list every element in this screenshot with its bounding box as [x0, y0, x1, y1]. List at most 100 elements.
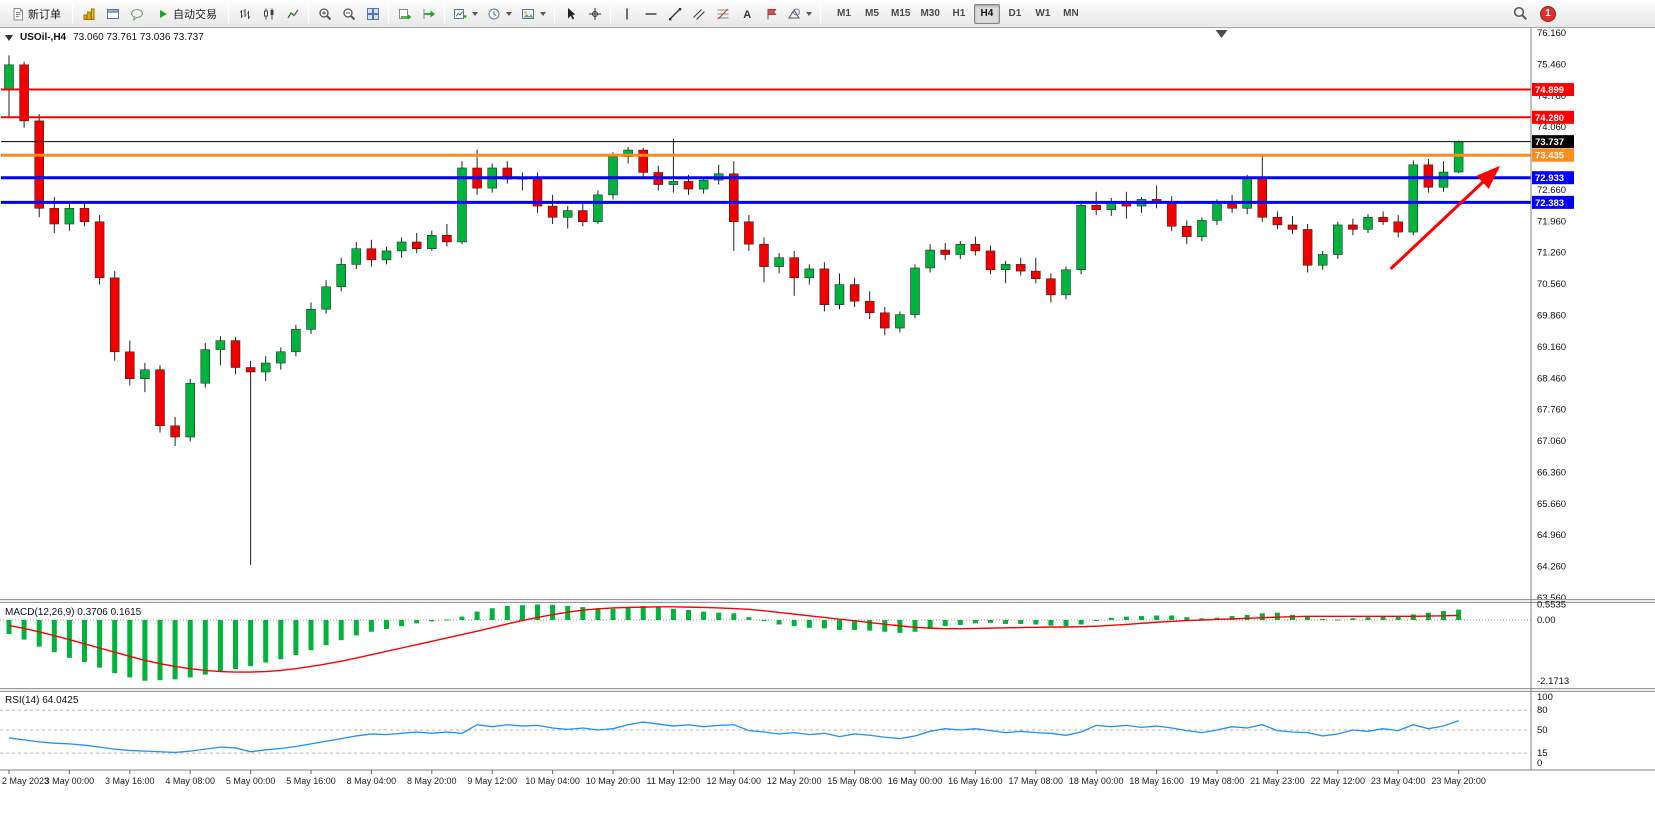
- timeframe-mn-button[interactable]: MN: [1058, 4, 1084, 24]
- one-click-trading-toggle-icon[interactable]: [5, 34, 13, 41]
- crosshair-icon: [588, 7, 601, 20]
- crosshair-button[interactable]: [583, 3, 606, 25]
- horizontal-line-button[interactable]: [639, 3, 662, 25]
- axis-label: 70.560: [1537, 279, 1566, 290]
- axis-label: 11 May 12:00: [646, 776, 700, 786]
- channel-button[interactable]: [687, 3, 710, 25]
- axis-label: 19 May 08:00: [1190, 776, 1245, 786]
- vertical-line-icon: [625, 8, 628, 19]
- axis-label: 72.660: [1537, 185, 1566, 196]
- price-badge: [1532, 110, 1574, 124]
- chart-shift-button[interactable]: [417, 3, 440, 25]
- trendline-icon: [668, 7, 681, 20]
- timeframe-h4-button[interactable]: H4: [973, 3, 1000, 24]
- timeframe-m15-button[interactable]: M15: [887, 4, 914, 24]
- chart-shift-icon: [423, 8, 435, 19]
- axis-label: 69.160: [1537, 342, 1566, 353]
- timeframe-d1-button[interactable]: D1: [1002, 4, 1028, 24]
- tile-windows-button[interactable]: [361, 3, 384, 25]
- zoom-in-icon: [318, 7, 331, 20]
- data-window-button[interactable]: [101, 3, 124, 25]
- timeframe-m30-button[interactable]: M30: [916, 4, 943, 24]
- terminal-button[interactable]: [125, 3, 148, 25]
- bar-chart-button[interactable]: [233, 3, 256, 25]
- axis-label: 16 May 00:00: [888, 776, 943, 786]
- axis-label: 71.260: [1537, 248, 1566, 259]
- profiles-clock-icon: [488, 8, 500, 19]
- horizontal-line-icon: [645, 12, 656, 15]
- tile-windows-icon: [366, 7, 379, 20]
- axis-label: 3 May 00:00: [45, 776, 95, 786]
- bar-chart-icon: [239, 8, 250, 19]
- cursor-button[interactable]: [559, 3, 582, 25]
- timeframe-m5-button[interactable]: M5: [859, 4, 885, 24]
- arrow-annotation[interactable]: [1389, 165, 1501, 270]
- auto-trading-button[interactable]: 自动交易: [149, 3, 224, 25]
- axis-label: 63.560: [1537, 593, 1566, 604]
- toolbar-right-group: 1: [1509, 3, 1556, 25]
- fibonacci-icon: [717, 8, 728, 19]
- dropdown-caret-icon: [506, 11, 512, 16]
- axis-label: 64.260: [1537, 562, 1566, 573]
- timeframe-m1-button[interactable]: M1: [831, 4, 857, 24]
- toolbar-separator: [72, 4, 73, 23]
- svg-text:A: A: [743, 9, 751, 21]
- market-watch-button[interactable]: [77, 3, 100, 25]
- axis-label: 18 May 00:00: [1069, 776, 1124, 786]
- new-order-icon: [13, 7, 23, 20]
- axis-label: 100: [1537, 692, 1553, 703]
- dropdown-caret-icon: [540, 11, 546, 16]
- zoom-out-button[interactable]: [337, 3, 360, 25]
- trendline-button[interactable]: [663, 3, 686, 25]
- shapes-button[interactable]: [783, 3, 816, 25]
- price-badge: [1532, 148, 1574, 162]
- axis-label: 5 May 00:00: [226, 776, 276, 786]
- rsi-line: [8, 720, 1459, 754]
- axis-label: 4 May 08:00: [165, 776, 215, 786]
- axis-label: 0: [1537, 758, 1542, 769]
- arrow-label-icon: [767, 8, 777, 19]
- new-order-button[interactable]: 新订单: [4, 3, 68, 25]
- axis-label: 73.737: [1535, 137, 1564, 148]
- arrow-label-button[interactable]: [759, 3, 782, 25]
- timeframe-group: M1 M5 M15 M30 H1 H4 D1 W1 MN: [831, 3, 1084, 24]
- axis-label: 9 May 12:00: [467, 776, 517, 786]
- axis-label: 23 May 04:00: [1371, 776, 1426, 786]
- channel-icon: [692, 8, 705, 20]
- axis-label: 67.760: [1537, 405, 1566, 416]
- timeframe-w1-button[interactable]: W1: [1030, 4, 1056, 24]
- pane-divider[interactable]: [0, 688, 1655, 692]
- market-watch-icon: [83, 8, 94, 20]
- axis-label: 10 May 20:00: [586, 776, 641, 786]
- axis-label: 16 May 16:00: [948, 776, 1003, 786]
- new-order-label: 新订单: [28, 8, 61, 21]
- axis-label: 71.960: [1537, 216, 1566, 227]
- axis-label: 72.383: [1535, 198, 1564, 209]
- cursor-icon: [567, 7, 575, 19]
- axis-label: 8 May 04:00: [347, 776, 397, 786]
- search-button[interactable]: [1509, 3, 1532, 25]
- notification-badge[interactable]: 1: [1540, 5, 1556, 22]
- timeframe-h1-button[interactable]: H1: [946, 4, 972, 24]
- vertical-line-button[interactable]: [615, 3, 638, 25]
- text-tool-button[interactable]: A: [735, 3, 758, 25]
- pane-divider[interactable]: [0, 599, 1655, 603]
- new-chart-button[interactable]: [449, 3, 482, 25]
- dropdown-caret-icon: [806, 11, 812, 16]
- axis-label: 8 May 20:00: [407, 776, 457, 786]
- chart-canvas[interactable]: 76.16075.46074.76074.06073.36072.66071.9…: [0, 28, 1655, 833]
- shapes-icon: [788, 8, 800, 18]
- line-chart-button[interactable]: [281, 3, 304, 25]
- axis-label: 74.899: [1535, 85, 1564, 96]
- zoom-in-button[interactable]: [313, 3, 336, 25]
- text-icon: A: [743, 9, 751, 21]
- profiles-button[interactable]: [483, 3, 516, 25]
- auto-scroll-button[interactable]: [393, 3, 416, 25]
- price-badge: [1532, 83, 1574, 97]
- chart-shift-marker[interactable]: [1215, 30, 1228, 38]
- fibonacci-button[interactable]: [711, 3, 734, 25]
- templates-button[interactable]: [517, 3, 550, 25]
- candlestick-chart-button[interactable]: [257, 3, 280, 25]
- toolbar-separator: [820, 4, 821, 23]
- toolbar: 新订单 自动交易: [0, 0, 1655, 28]
